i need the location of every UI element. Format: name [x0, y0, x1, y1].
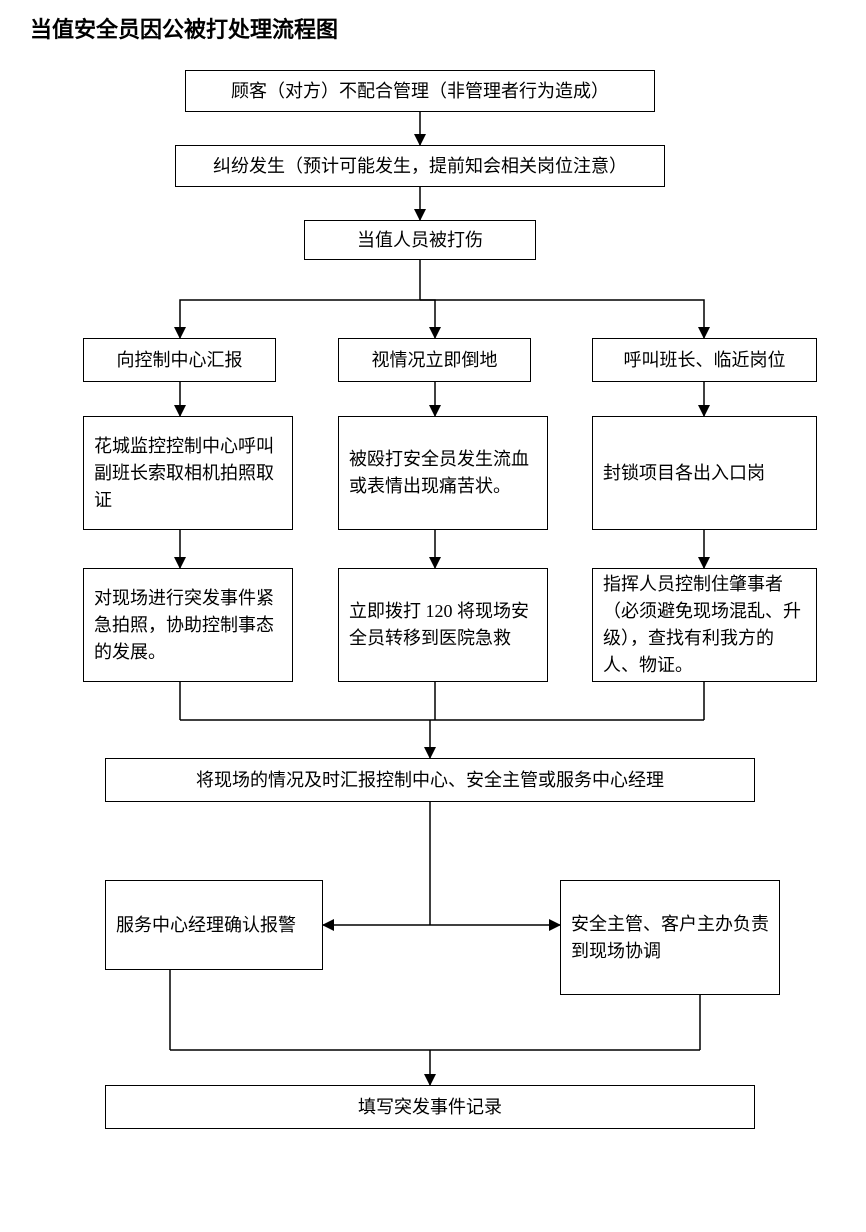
flow-edge — [420, 300, 435, 338]
flow-node-label: 封锁项目各出入口岗 — [603, 460, 765, 487]
flow-node-n3: 当值人员被打伤 — [304, 220, 536, 260]
flow-node-n2: 纠纷发生（预计可能发生，提前知会相关岗位注意） — [175, 145, 665, 187]
flow-node-label: 视情况立即倒地 — [372, 347, 498, 374]
flow-node-b1c: 对现场进行突发事件紧急拍照，协助控制事态的发展。 — [83, 568, 293, 682]
flow-node-label: 指挥人员控制住肇事者（必须避免现场混乱、升级），查找有利我方的人、物证。 — [603, 571, 806, 679]
flow-node-n6: 填写突发事件记录 — [105, 1085, 755, 1129]
page-title: 当值安全员因公被打处理流程图 — [30, 12, 338, 44]
flow-node-label: 被殴打安全员发生流血或表情出现痛苦状。 — [349, 446, 537, 500]
flow-node-label: 安全主管、客户主办负责到现场协调 — [571, 911, 769, 965]
flow-node-label: 花城监控控制中心呼叫副班长索取相机拍照取证 — [94, 433, 282, 514]
flow-node-b3c: 指挥人员控制住肇事者（必须避免现场混乱、升级），查找有利我方的人、物证。 — [592, 568, 817, 682]
flow-node-label: 将现场的情况及时汇报控制中心、安全主管或服务中心经理 — [196, 767, 664, 794]
flow-node-n1: 顾客（对方）不配合管理（非管理者行为造成） — [185, 70, 655, 112]
flow-node-b3a: 呼叫班长、临近岗位 — [592, 338, 817, 382]
flow-node-label: 纠纷发生（预计可能发生，提前知会相关岗位注意） — [213, 153, 627, 180]
flow-node-b1b: 花城监控控制中心呼叫副班长索取相机拍照取证 — [83, 416, 293, 530]
flow-node-label: 填写突发事件记录 — [358, 1094, 502, 1121]
flow-node-b2b: 被殴打安全员发生流血或表情出现痛苦状。 — [338, 416, 548, 530]
flow-node-n4: 将现场的情况及时汇报控制中心、安全主管或服务中心经理 — [105, 758, 755, 802]
flow-node-label: 立即拨打 120 将现场安全员转移到医院急救 — [349, 598, 537, 652]
flow-node-b2a: 视情况立即倒地 — [338, 338, 531, 382]
flow-node-b2c: 立即拨打 120 将现场安全员转移到医院急救 — [338, 568, 548, 682]
flow-edge — [180, 300, 420, 338]
flow-node-b1a: 向控制中心汇报 — [83, 338, 276, 382]
flow-node-label: 呼叫班长、临近岗位 — [624, 347, 786, 374]
title-text: 当值安全员因公被打处理流程图 — [30, 17, 338, 42]
flow-node-n5a: 服务中心经理确认报警 — [105, 880, 323, 970]
flow-node-label: 向控制中心汇报 — [117, 347, 243, 374]
flow-node-label: 顾客（对方）不配合管理（非管理者行为造成） — [231, 78, 609, 105]
flow-node-label: 对现场进行突发事件紧急拍照，协助控制事态的发展。 — [94, 585, 282, 666]
flow-edge — [420, 300, 704, 338]
flow-node-label: 服务中心经理确认报警 — [116, 912, 296, 939]
flow-node-n5b: 安全主管、客户主办负责到现场协调 — [560, 880, 780, 995]
flow-node-b3b: 封锁项目各出入口岗 — [592, 416, 817, 530]
flow-node-label: 当值人员被打伤 — [357, 227, 483, 254]
